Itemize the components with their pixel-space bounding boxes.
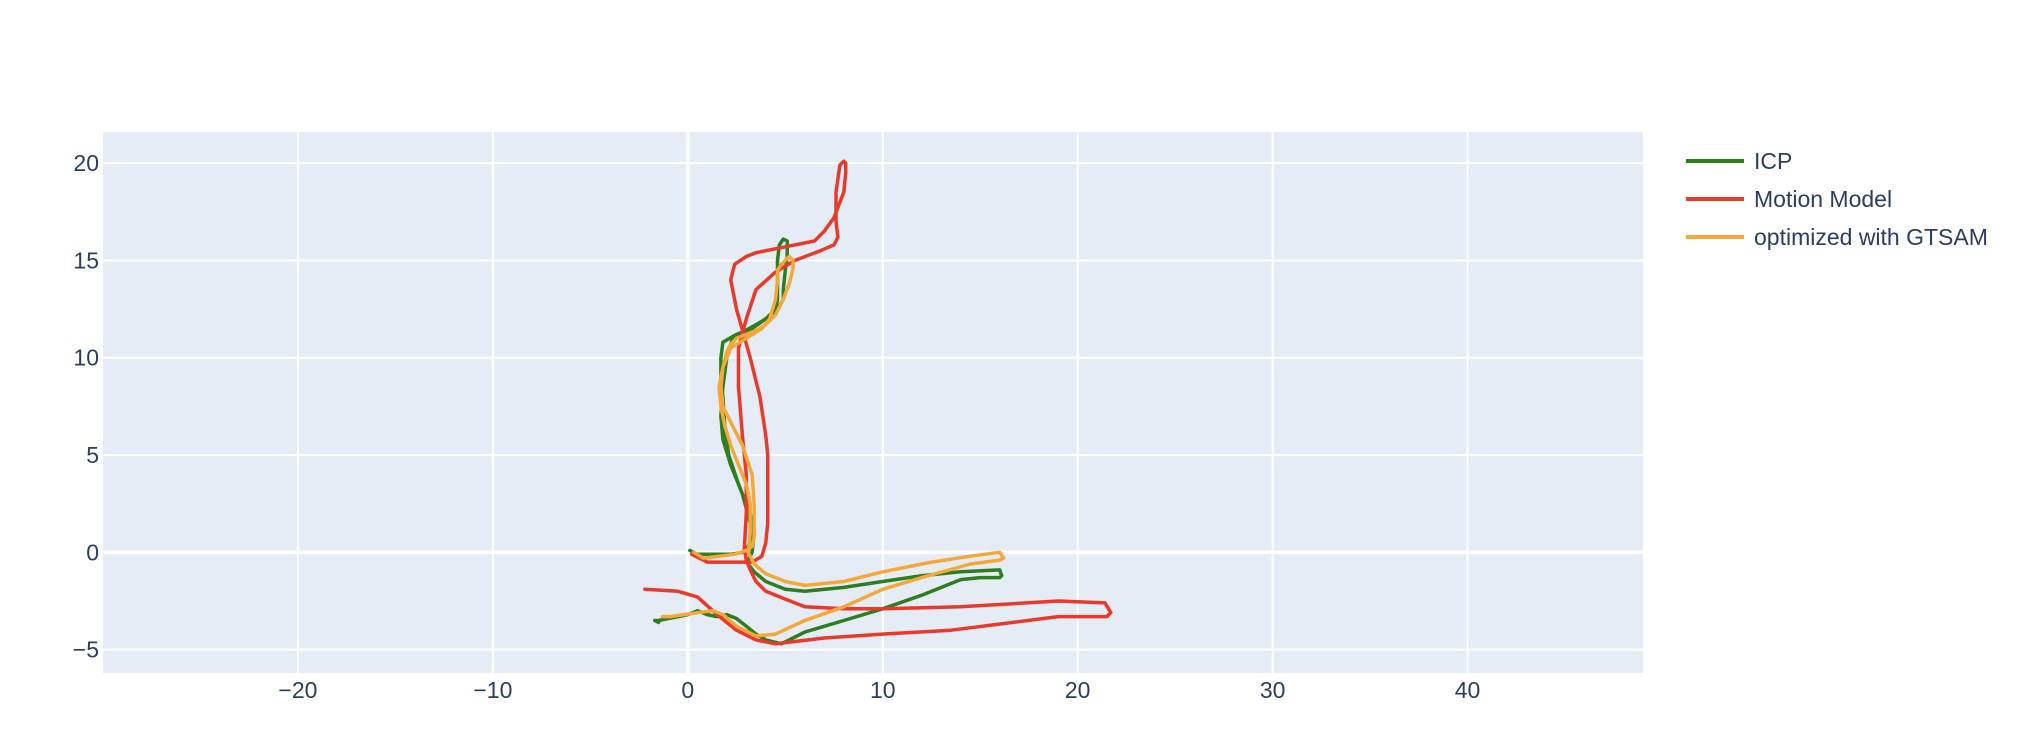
x-axis: −20 −10 0 10 20 30 40 [278, 677, 1480, 703]
legend-item[interactable]: optimized with GTSAM [1686, 224, 1988, 250]
legend-item[interactable]: ICP [1686, 148, 1792, 174]
y-tick-label: 20 [73, 150, 99, 176]
x-tick-label: 30 [1260, 677, 1286, 703]
x-tick-label: 20 [1065, 677, 1091, 703]
y-axis: −5 0 5 10 15 20 [73, 150, 99, 663]
series-line-3 [660, 254, 1006, 638]
x-tick-label: 10 [870, 677, 896, 703]
x-tick-label: −20 [278, 677, 317, 703]
y-tick-label: 5 [86, 442, 99, 468]
y-tick-label: 10 [73, 345, 99, 371]
series-line-2 [643, 159, 1113, 646]
legend-label: ICP [1754, 148, 1792, 174]
x-tick-label: −10 [473, 677, 512, 703]
legend-item[interactable]: Motion Model [1686, 186, 1892, 212]
series-group [643, 159, 1113, 646]
y-tick-label: 15 [73, 247, 99, 273]
x-tick-label: 0 [681, 677, 694, 703]
y-tick-label: 0 [86, 539, 99, 565]
grid [103, 132, 1643, 673]
y-tick-label: −5 [73, 637, 99, 663]
legend-label: Motion Model [1754, 186, 1892, 212]
x-tick-label: 40 [1455, 677, 1481, 703]
legend-label: optimized with GTSAM [1754, 224, 1988, 250]
legend: ICP Motion Model optimized with GTSAM [1686, 148, 1988, 250]
